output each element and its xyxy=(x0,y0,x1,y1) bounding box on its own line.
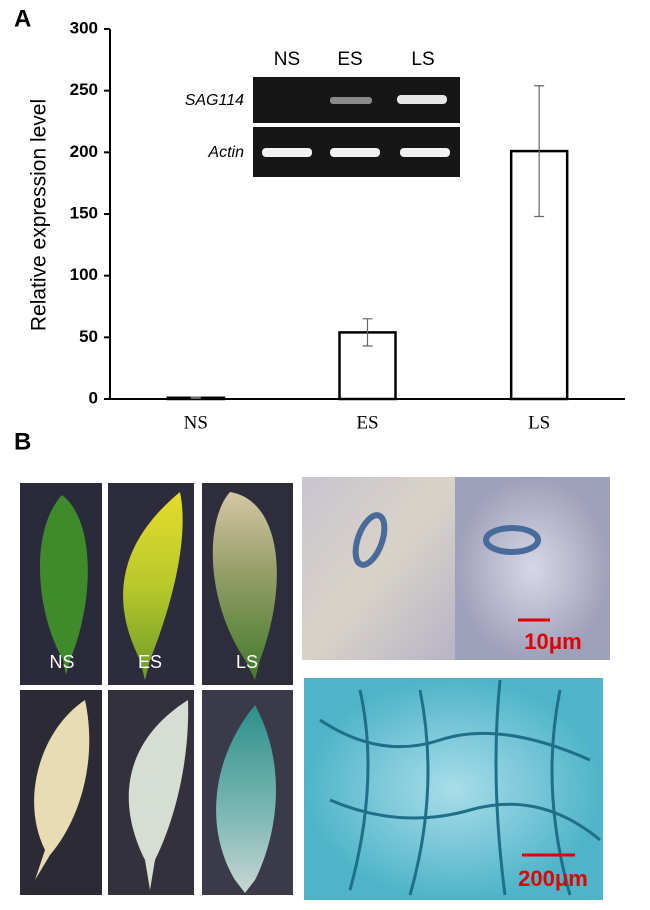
gel-lane-label: ES xyxy=(337,49,362,70)
y-tick-label: 200 xyxy=(70,142,98,161)
gel-inset: NS ES LS SAG114 Actin xyxy=(185,49,460,177)
leaf xyxy=(128,700,189,890)
error-bar xyxy=(362,318,373,347)
panel-label: B xyxy=(14,428,31,455)
x-tick-label: NS xyxy=(184,412,208,433)
y-tick-label: 150 xyxy=(70,203,98,222)
leaf-photos: NS ES LS xyxy=(20,483,293,895)
y-tick-label: 250 xyxy=(70,80,98,99)
leaf-label: NS xyxy=(49,652,74,672)
y-tick-label: 300 xyxy=(70,18,98,37)
leaf-label: ES xyxy=(138,652,162,672)
gel-band xyxy=(330,148,380,157)
y-tick-label: 100 xyxy=(70,265,98,284)
gel-band xyxy=(397,95,447,104)
x-tick-label: ES xyxy=(356,412,378,433)
leaf xyxy=(216,705,276,893)
gel-row-label: SAG114 xyxy=(185,92,244,109)
panel-label: A xyxy=(14,5,31,32)
y-axis-label: Relative expression level xyxy=(28,99,51,331)
stoma xyxy=(483,525,541,555)
leaf xyxy=(212,492,277,680)
gel-lane-label: LS xyxy=(411,49,434,70)
stoma xyxy=(352,512,388,568)
gel-band xyxy=(262,148,312,157)
photo xyxy=(455,477,610,660)
leaf xyxy=(123,492,183,680)
gel-row-label: Actin xyxy=(207,144,244,161)
gel-band xyxy=(400,148,450,157)
leaf xyxy=(39,495,88,675)
vein xyxy=(319,679,601,896)
y-tick-label: 50 xyxy=(79,327,98,346)
photo xyxy=(302,477,455,660)
micrographs: 10μm 200μm xyxy=(302,477,610,900)
error-bar xyxy=(534,85,545,218)
scale-bar-label: 10μm xyxy=(524,629,582,654)
y-tick-label: 0 xyxy=(89,388,98,407)
leaf-label: LS xyxy=(236,652,258,672)
error-bar xyxy=(190,396,201,399)
gel-lane-label: NS xyxy=(274,49,300,70)
gel-band xyxy=(330,97,372,104)
x-tick-label: LS xyxy=(528,412,550,433)
scale-bar-label: 200μm xyxy=(518,866,588,891)
leaf xyxy=(34,700,90,880)
